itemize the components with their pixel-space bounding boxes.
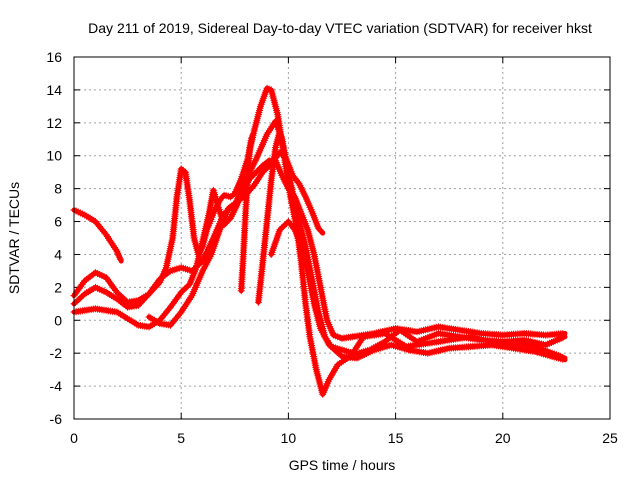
series-track-7 [267, 218, 568, 363]
y-tick-label: 0 [54, 312, 62, 328]
y-tick-label: -6 [50, 411, 63, 427]
series-line [71, 85, 568, 397]
y-axis-label: SDTVAR / TECUs [6, 182, 22, 294]
series-markers [267, 218, 567, 363]
series-track-5 [237, 133, 255, 295]
series-track-8 [145, 148, 326, 329]
x-tick-label: 25 [602, 430, 618, 446]
axis-ticks: 0 5 10 15 20 25 -6 -4 -2 0 2 4 6 8 10 12 14 16 [46, 49, 618, 446]
chart-title: Day 211 of 2019, Sidereal Day-to-day VTE… [88, 20, 592, 36]
series-track-2 [70, 84, 568, 398]
y-tick-label: 6 [54, 214, 62, 230]
y-tick-label: 16 [46, 49, 62, 65]
y-tick-label: 2 [54, 279, 62, 295]
x-tick-label: 20 [495, 430, 511, 446]
x-tick-label: 5 [177, 430, 185, 446]
series-markers [70, 84, 567, 398]
x-axis-label: GPS time / hours [289, 457, 396, 473]
series-markers [237, 134, 255, 295]
x-tick-label: 15 [388, 430, 404, 446]
y-tick-label: 10 [46, 148, 62, 164]
x-tick-label: 10 [281, 430, 297, 446]
y-tick-label: 12 [46, 115, 62, 131]
y-tick-label: 4 [54, 246, 62, 262]
series-line [71, 207, 124, 264]
gridlines [74, 57, 610, 419]
series-track-6 [254, 128, 283, 306]
y-tick-label: 8 [54, 181, 62, 197]
plot-frame [73, 56, 611, 420]
series-markers [254, 129, 283, 306]
y-tick-label: -2 [50, 345, 63, 361]
x-tick-label: 0 [70, 430, 78, 446]
y-tick-label: 14 [46, 82, 62, 98]
y-tick-label: -4 [50, 378, 63, 394]
data-series [70, 84, 568, 398]
series-markers [145, 148, 325, 329]
